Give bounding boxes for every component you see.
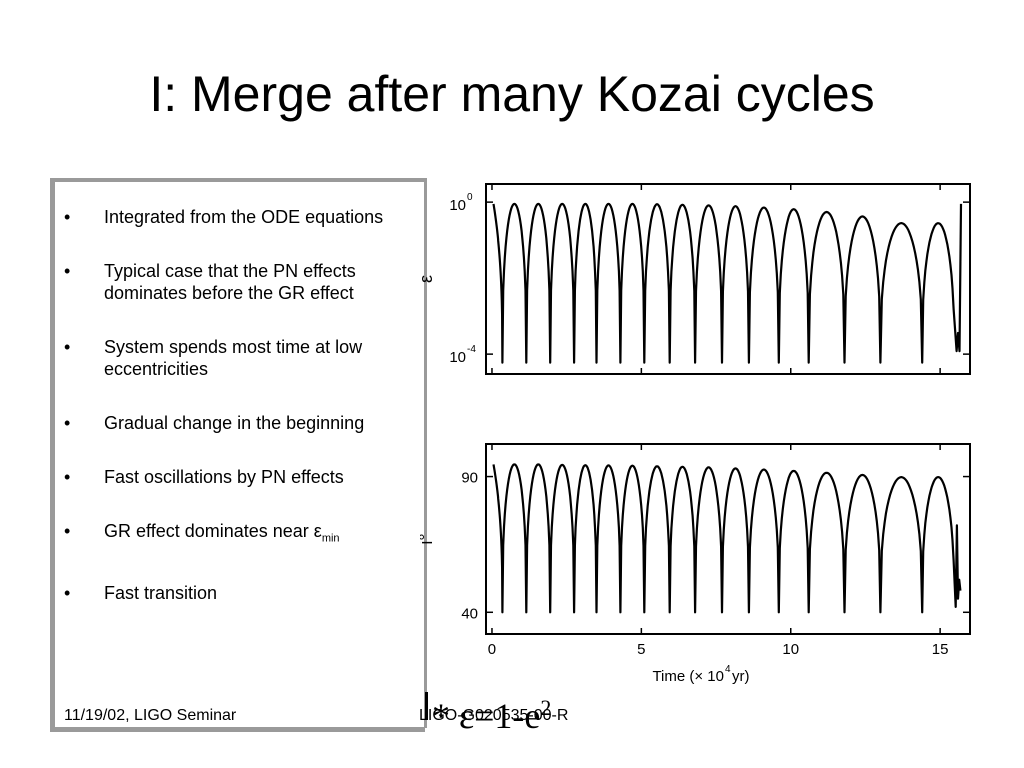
footer-doc-id: LIGO-G020535-00-R xyxy=(419,707,569,724)
bullet-item: • GR effect dominates near εmin xyxy=(60,520,420,550)
text-box-edge xyxy=(424,178,427,728)
bullet-glyph: • xyxy=(64,261,71,281)
bullet-text: Integrated from the ODE equations xyxy=(104,207,384,227)
slide-title: I: Merge after many Kozai cycles xyxy=(149,66,875,122)
x-axis-label-suffix: yr) xyxy=(732,668,750,685)
x-axis-label-exponent: 4 xyxy=(725,664,731,675)
series-line xyxy=(492,202,963,364)
bullet-glyph: • xyxy=(64,467,71,487)
bullet-text-box: • Integrated from the ODE equations • Typic… xyxy=(50,178,427,732)
x-tick-label: 5 xyxy=(637,641,645,658)
bullet-item: • Typical case that the PN effects domina… xyxy=(60,260,420,304)
plot-frame xyxy=(485,183,971,375)
plot-frame xyxy=(485,443,971,635)
y-tick-label: 10 xyxy=(449,349,466,366)
y-axis-label: ε xyxy=(420,275,436,283)
y-tick-label-exponent: -4 xyxy=(467,344,476,355)
y-axis-label: i° xyxy=(420,533,436,544)
bullet-item: • Integrated from the ODE equations xyxy=(60,206,420,228)
y-tick-label: 10 xyxy=(449,197,466,214)
bullet-glyph: • xyxy=(64,413,71,433)
bullet-text: Fast oscillations by PN effects xyxy=(104,467,344,487)
y-tick-label: 40 xyxy=(461,605,478,622)
bullet-glyph: • xyxy=(64,582,71,603)
epsilon-marker-bar xyxy=(425,692,428,720)
bullet-item: • System spends most time at low eccentri… xyxy=(60,336,420,380)
y-tick-label-exponent: 0 xyxy=(467,192,473,203)
bullet-text: Fast transition xyxy=(104,582,218,603)
bullet-subscript: min xyxy=(321,532,340,545)
bullet-text: Typical case that the PN effects dominat… xyxy=(104,261,356,303)
bullet-item: • Gradual change in the beginning xyxy=(60,412,420,434)
bullet-text: GR effect dominates near ε xyxy=(104,521,322,541)
x-axis-label: Time (× 10 xyxy=(652,668,724,685)
y-tick-label: 90 xyxy=(461,470,478,487)
bullet-glyph: • xyxy=(64,521,71,541)
bullet-item: • Fast transition xyxy=(60,582,420,604)
x-tick-label: 15 xyxy=(932,641,949,658)
epsilon-definition-text: * ε=1-e xyxy=(432,696,541,736)
bullet-text: Gradual change in the beginning xyxy=(104,413,365,433)
bullet-glyph: • xyxy=(64,337,71,357)
epsilon-definition: * ε=1-e2 xyxy=(432,688,551,736)
series-line xyxy=(492,463,962,614)
footer-date: 11/19/02, LIGO Seminar xyxy=(64,707,237,724)
x-tick-label: 0 xyxy=(488,641,496,658)
bullet-item: • Fast oscillations by PN effects xyxy=(60,466,420,488)
x-tick-label: 10 xyxy=(782,641,799,658)
bullet-list: • Integrated from the ODE equations • Typic… xyxy=(60,206,420,636)
epsilon-definition-exponent: 2 xyxy=(540,695,552,720)
bullet-glyph: • xyxy=(64,207,71,227)
inclination-chart: 0 5 10 15 40 90 i° Time (× 10 4 yr) xyxy=(420,443,971,685)
bullet-text: System spends most time at low eccentric… xyxy=(104,337,363,379)
